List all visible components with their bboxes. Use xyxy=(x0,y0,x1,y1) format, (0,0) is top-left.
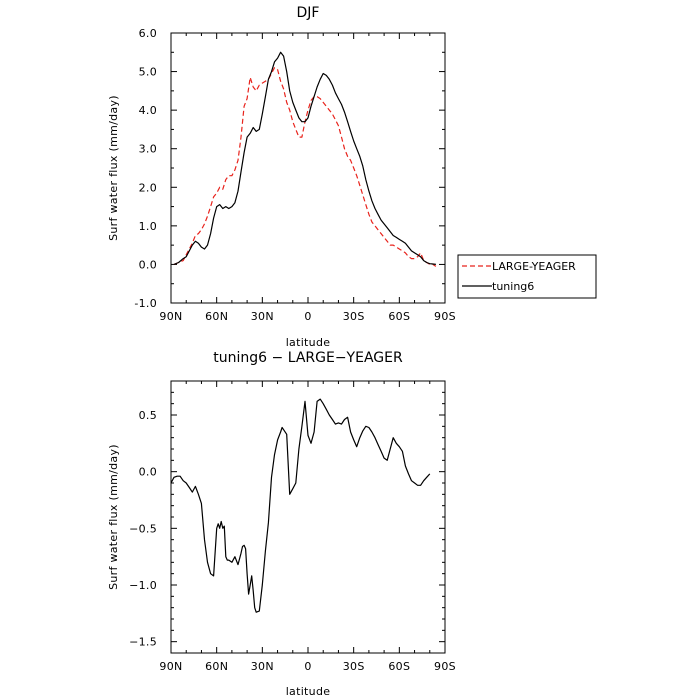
top-x-tick-label: 30S xyxy=(343,310,365,323)
legend: LARGE-YEAGER tuning6 xyxy=(457,254,597,299)
bottom-x-tick-label: 90S xyxy=(434,660,456,673)
bottom-x-tick-label: 60S xyxy=(388,660,410,673)
bottom-panel-series xyxy=(170,398,431,613)
top-panel-frame xyxy=(170,32,446,304)
bottom-x-tick-label: 90N xyxy=(159,660,182,673)
top-y-tick-label: 6.0 xyxy=(139,27,157,40)
top-x-tick-label: 0 xyxy=(304,310,311,323)
top-series-line-tuning6 xyxy=(173,51,436,265)
bottom-y-tick-label: 0.5 xyxy=(139,409,157,422)
top-x-tick-label: 90S xyxy=(434,310,456,323)
top-y-tick-label: 1.0 xyxy=(139,220,157,233)
bottom-panel-frame xyxy=(170,380,446,654)
top-series-line-large-yeager xyxy=(173,67,437,267)
top-y-tick-label: -1.0 xyxy=(134,297,157,310)
top-panel-series xyxy=(173,51,437,267)
top-x-tick-label: 30N xyxy=(251,310,274,323)
top-panel-ylabel: Surf water flux (mm/day) xyxy=(107,95,120,241)
bottom-y-tick-label: 0.0 xyxy=(139,466,157,479)
bottom-y-tick-label: −1.5 xyxy=(129,636,157,649)
bottom-panel-title: tuning6 − LARGE−YEAGER xyxy=(213,350,403,366)
top-panel-title: DJF xyxy=(297,5,320,21)
legend-label-large-yeager: LARGE-YEAGER xyxy=(492,260,576,273)
bottom-x-tick-label: 0 xyxy=(304,660,311,673)
top-x-tick-label: 90N xyxy=(159,310,182,323)
bottom-x-tick-label: 60N xyxy=(205,660,228,673)
top-y-tick-label: 0.0 xyxy=(139,258,157,271)
top-y-tick-label: 5.0 xyxy=(139,66,157,79)
legend-box xyxy=(457,254,597,299)
bottom-panel-ticks: 90N 60N 30N 0 30S 60S 90S −1.5 −1.0 −0.5 0.0 0.5 xyxy=(129,380,456,673)
top-y-tick-label: 4.0 xyxy=(139,104,157,117)
top-y-tick-label: 2.0 xyxy=(139,181,157,194)
bottom-x-tick-label: 30S xyxy=(343,660,365,673)
top-panel-ticks: 90N 60N 30N 0 30S 60S 90S -1.0 0.0 1.0 2.0 3.0 4.0 5.… xyxy=(134,27,456,323)
bottom-y-tick-label: −0.5 xyxy=(129,522,157,535)
bottom-panel-ylabel: Surf water flux (mm/day) xyxy=(107,444,120,590)
bottom-panel-difference: tuning6 − LARGE−YEAGER 90N 60N 30N 0 30S 60S 9… xyxy=(107,350,456,698)
bottom-panel-xlabel: latitude xyxy=(286,685,331,698)
bottom-x-tick-label: 30N xyxy=(251,660,274,673)
top-panel-xlabel: latitude xyxy=(286,336,331,349)
legend-label-tuning6: tuning6 xyxy=(492,280,534,293)
top-x-tick-label: 60N xyxy=(205,310,228,323)
top-x-tick-label: 60S xyxy=(388,310,410,323)
top-panel-djf: DJF 90N 60N 30N 0 30S 60S 90S -1.0 0.0 1.0 2.0 3.0 4… xyxy=(107,5,597,349)
bottom-y-tick-label: −1.0 xyxy=(129,579,157,592)
bottom-series-line-difference xyxy=(170,398,431,613)
top-y-tick-label: 3.0 xyxy=(139,143,157,156)
